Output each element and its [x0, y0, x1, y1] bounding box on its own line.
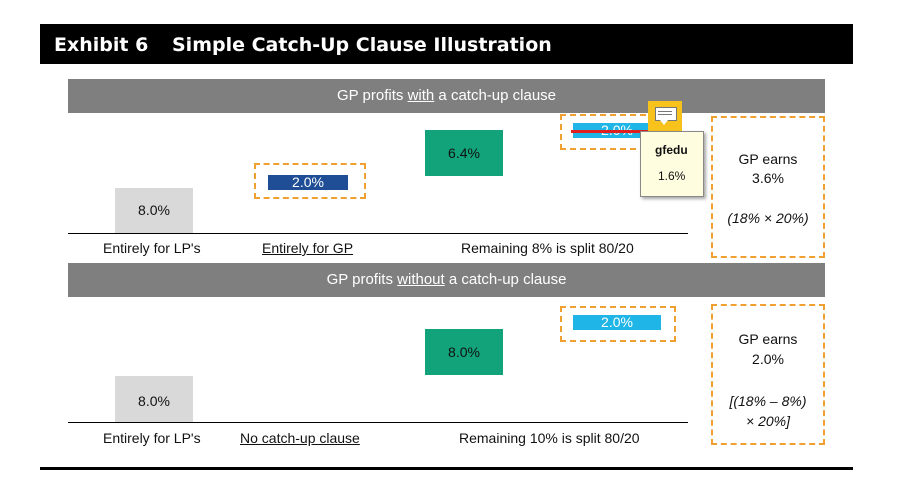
- bar-without-split: 8.0%: [425, 329, 503, 375]
- panel-with-title-b: with: [407, 87, 435, 104]
- comment-icon[interactable]: [648, 101, 682, 131]
- panel-with-title-a: GP profits: [336, 87, 408, 104]
- cat-with-split: Remaining 8% is split 80/20: [461, 240, 634, 256]
- panel-with-title-c: a catch-up clause: [434, 87, 557, 104]
- bar-with-lp: 8.0%: [115, 188, 193, 233]
- cat-with-lp: Entirely for LP's: [103, 240, 201, 256]
- note-without-formula-1: [(18% – 8%): [729, 393, 807, 409]
- baseline-with: [68, 233, 688, 234]
- bar-with-split: 6.4%: [425, 130, 503, 176]
- bar-without-lp: 8.0%: [115, 376, 193, 422]
- exhibit-title: Simple Catch-Up Clause Illustration: [172, 34, 552, 56]
- comment-tooltip: gfedu 1.6%: [640, 131, 704, 197]
- panel-with-header: GP profits with a catch-up clause: [68, 79, 825, 113]
- bar-with-gp-label: 2.0%: [292, 174, 324, 190]
- comment-text: 1.6%: [658, 169, 686, 183]
- note-with-formula: (18% × 20%): [727, 210, 809, 226]
- exhibit-header: Exhibit 6 Simple Catch-Up Clause Illustr…: [40, 24, 853, 64]
- panel-without-title-a: GP profits: [326, 271, 398, 288]
- exhibit-label: Exhibit 6: [54, 34, 149, 56]
- bar-with-lp-label: 8.0%: [138, 202, 170, 218]
- bar-without-cyan: 2.0%: [573, 315, 661, 330]
- bottom-rule: [40, 467, 853, 470]
- dash-box-with-gp: [254, 163, 366, 199]
- cat-without-lp: Entirely for LP's: [103, 430, 201, 446]
- note-with: GP earns 3.6% (18% × 20%): [711, 116, 825, 258]
- bar-without-split-label: 8.0%: [448, 344, 480, 360]
- note-without-formula-2: × 20%]: [746, 413, 790, 429]
- cat-without-split: Remaining 10% is split 80/20: [459, 430, 640, 446]
- dash-box-without-cyan: [560, 306, 676, 342]
- cat-without-none: No catch-up clause: [240, 430, 360, 446]
- panel-without-title-c: a catch-up clause: [444, 271, 567, 288]
- bar-with-gp: 2.0%: [268, 175, 348, 190]
- comment-author: gfedu: [655, 143, 688, 157]
- note-without: GP earns 2.0% [(18% – 8%) × 20%]: [711, 304, 825, 445]
- bar-without-cyan-label: 2.0%: [601, 314, 633, 330]
- bar-with-split-label: 6.4%: [448, 145, 480, 161]
- bar-without-lp-label: 8.0%: [138, 393, 170, 409]
- note-without-value: 2.0%: [752, 351, 784, 367]
- note-with-value: 3.6%: [752, 170, 784, 186]
- note-with-title: GP earns: [738, 151, 798, 167]
- cat-with-gp: Entirely for GP: [262, 240, 354, 256]
- baseline-without: [68, 422, 688, 423]
- panel-without-header: GP profits without a catch-up clause: [68, 263, 825, 297]
- strike-line: [571, 130, 665, 133]
- note-without-title: GP earns: [738, 331, 798, 347]
- panel-without-title-b: without: [397, 271, 445, 288]
